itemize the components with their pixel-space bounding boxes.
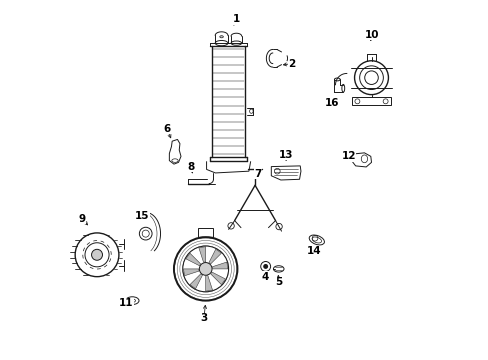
Text: 13: 13: [278, 150, 293, 159]
Text: 1: 1: [233, 14, 240, 24]
Circle shape: [263, 264, 267, 269]
Polygon shape: [210, 272, 225, 285]
Circle shape: [91, 249, 102, 260]
Polygon shape: [185, 253, 201, 266]
Text: 6: 6: [163, 124, 170, 134]
Text: 15: 15: [135, 211, 149, 221]
Text: 7: 7: [254, 168, 261, 179]
Text: 8: 8: [187, 162, 194, 172]
Text: 11: 11: [119, 298, 133, 309]
Polygon shape: [208, 249, 221, 264]
Text: 9: 9: [79, 214, 85, 224]
Polygon shape: [199, 247, 205, 262]
Polygon shape: [189, 274, 202, 289]
Polygon shape: [205, 275, 212, 291]
Text: 3: 3: [200, 313, 207, 323]
Bar: [198, 228, 213, 237]
Ellipse shape: [219, 36, 223, 38]
Text: 2: 2: [288, 59, 295, 68]
Text: 4: 4: [261, 272, 268, 282]
Polygon shape: [212, 262, 227, 269]
Circle shape: [199, 262, 212, 275]
Text: 12: 12: [341, 151, 355, 161]
Text: 16: 16: [324, 98, 339, 108]
Text: 14: 14: [306, 246, 321, 256]
Text: 10: 10: [364, 30, 379, 40]
Polygon shape: [183, 269, 199, 276]
Text: 5: 5: [274, 277, 282, 287]
